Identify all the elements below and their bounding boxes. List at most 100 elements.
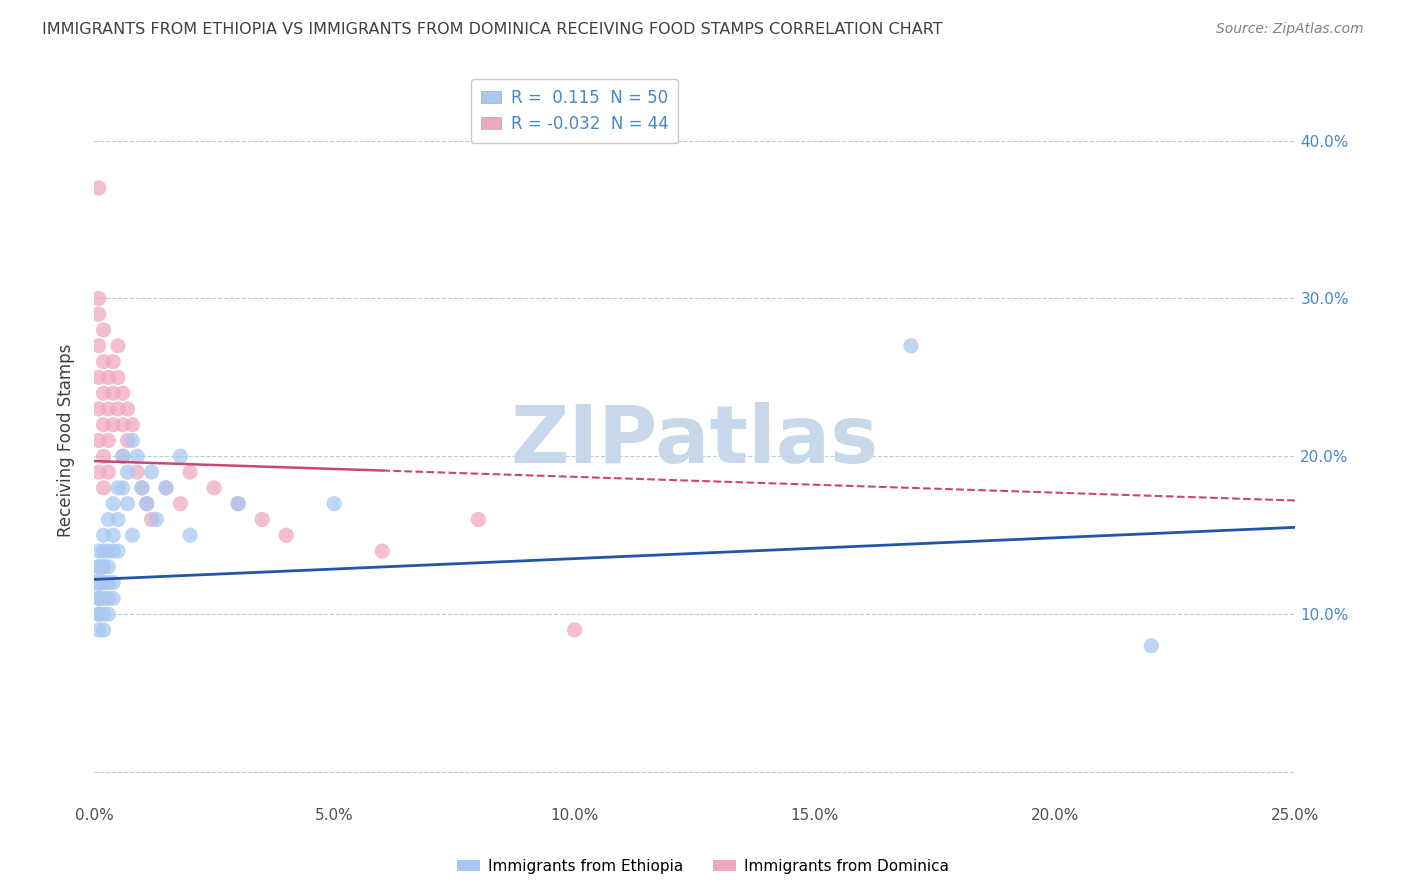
Point — [87, 559, 110, 574]
Point — [1140, 639, 1163, 653]
Point — [93, 323, 115, 337]
Y-axis label: Receiving Food Stamps: Receiving Food Stamps — [58, 343, 75, 537]
Point — [93, 481, 115, 495]
Point — [87, 307, 110, 321]
Point — [131, 481, 153, 495]
Point — [467, 512, 489, 526]
Point — [87, 607, 110, 622]
Point — [101, 417, 124, 432]
Point — [276, 528, 298, 542]
Point — [87, 339, 110, 353]
Point — [101, 497, 124, 511]
Point — [107, 512, 129, 526]
Point — [97, 434, 120, 448]
Point — [107, 370, 129, 384]
Point — [107, 401, 129, 416]
Point — [202, 481, 225, 495]
Point — [135, 497, 157, 511]
Point — [101, 386, 124, 401]
Point — [87, 465, 110, 479]
Point — [101, 544, 124, 558]
Point — [87, 591, 110, 606]
Point — [117, 434, 139, 448]
Point — [371, 544, 394, 558]
Point — [93, 528, 115, 542]
Point — [87, 434, 110, 448]
Point — [97, 370, 120, 384]
Point — [111, 450, 134, 464]
Point — [97, 465, 120, 479]
Point — [97, 575, 120, 590]
Point — [87, 591, 110, 606]
Point — [87, 401, 110, 416]
Point — [93, 450, 115, 464]
Point — [97, 559, 120, 574]
Point — [93, 559, 115, 574]
Point — [93, 559, 115, 574]
Point — [179, 528, 201, 542]
Point — [111, 386, 134, 401]
Point — [97, 401, 120, 416]
Point — [97, 512, 120, 526]
Point — [101, 575, 124, 590]
Point — [179, 465, 201, 479]
Point — [87, 181, 110, 195]
Point — [93, 591, 115, 606]
Point — [141, 465, 163, 479]
Point — [87, 544, 110, 558]
Point — [107, 339, 129, 353]
Point — [141, 512, 163, 526]
Point — [564, 623, 586, 637]
Point — [87, 292, 110, 306]
Point — [87, 575, 110, 590]
Point — [121, 417, 143, 432]
Point — [111, 417, 134, 432]
Point — [127, 450, 149, 464]
Point — [323, 497, 346, 511]
Point — [97, 544, 120, 558]
Legend: R =  0.115  N = 50, R = -0.032  N = 44: R = 0.115 N = 50, R = -0.032 N = 44 — [471, 78, 679, 143]
Point — [111, 481, 134, 495]
Point — [121, 528, 143, 542]
Point — [155, 481, 177, 495]
Point — [117, 497, 139, 511]
Point — [97, 591, 120, 606]
Point — [93, 607, 115, 622]
Point — [101, 591, 124, 606]
Point — [93, 575, 115, 590]
Text: ZIPatlas: ZIPatlas — [510, 401, 879, 480]
Legend: Immigrants from Ethiopia, Immigrants from Dominica: Immigrants from Ethiopia, Immigrants fro… — [451, 853, 955, 880]
Point — [117, 465, 139, 479]
Point — [87, 575, 110, 590]
Point — [93, 386, 115, 401]
Text: Source: ZipAtlas.com: Source: ZipAtlas.com — [1216, 22, 1364, 37]
Point — [87, 623, 110, 637]
Point — [87, 607, 110, 622]
Point — [250, 512, 273, 526]
Point — [131, 481, 153, 495]
Point — [93, 623, 115, 637]
Point — [87, 559, 110, 574]
Point — [169, 497, 191, 511]
Point — [87, 370, 110, 384]
Point — [101, 528, 124, 542]
Point — [93, 544, 115, 558]
Point — [93, 354, 115, 368]
Point — [93, 417, 115, 432]
Point — [145, 512, 167, 526]
Point — [107, 544, 129, 558]
Point — [101, 354, 124, 368]
Point — [135, 497, 157, 511]
Point — [111, 450, 134, 464]
Point — [155, 481, 177, 495]
Point — [107, 481, 129, 495]
Point — [121, 434, 143, 448]
Text: IMMIGRANTS FROM ETHIOPIA VS IMMIGRANTS FROM DOMINICA RECEIVING FOOD STAMPS CORRE: IMMIGRANTS FROM ETHIOPIA VS IMMIGRANTS F… — [42, 22, 943, 37]
Point — [900, 339, 922, 353]
Point — [226, 497, 249, 511]
Point — [127, 465, 149, 479]
Point — [117, 401, 139, 416]
Point — [169, 450, 191, 464]
Point — [97, 607, 120, 622]
Point — [226, 497, 249, 511]
